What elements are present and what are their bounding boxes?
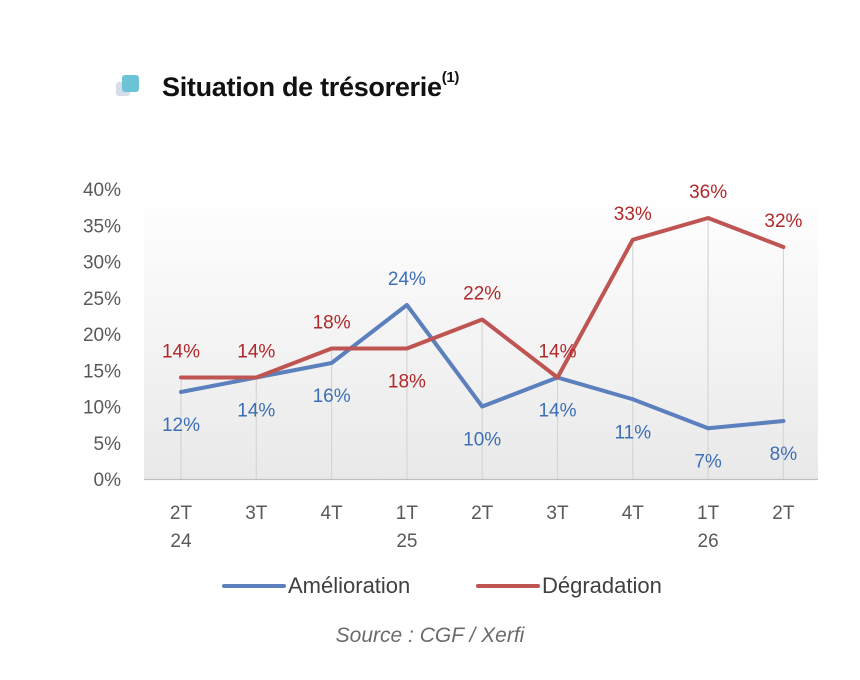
data-label: 14% xyxy=(162,342,200,363)
gridlines xyxy=(180,218,785,479)
data-label: 18% xyxy=(313,313,351,334)
legend: Amélioration Dégradation xyxy=(222,573,662,598)
data-label: 10% xyxy=(463,430,501,451)
y-tick-label: 25% xyxy=(83,289,121,310)
data-label: 11% xyxy=(614,422,651,443)
data-label: 8% xyxy=(770,444,798,465)
x-tick-label: 2T xyxy=(772,503,795,524)
x-tick-label: 2T xyxy=(471,503,494,524)
x-tick-label: 3T xyxy=(546,503,569,524)
y-tick-label: 10% xyxy=(83,398,121,419)
data-label: 14% xyxy=(237,401,275,422)
series-lines xyxy=(179,216,786,431)
x-tick-label: 4T xyxy=(321,503,344,524)
square-bullet-icon xyxy=(112,70,140,100)
data-label: 16% xyxy=(313,386,351,407)
y-tick-label: 30% xyxy=(83,253,121,274)
y-tick-label: 15% xyxy=(83,361,121,382)
x-tick-label: 2T xyxy=(170,503,193,524)
x-tick-label: 4T xyxy=(622,503,645,524)
data-label: 24% xyxy=(388,269,426,290)
legend-label: Amélioration xyxy=(288,573,410,598)
data-label: 36% xyxy=(689,182,727,203)
data-label: 7% xyxy=(694,451,722,472)
data-label: 22% xyxy=(463,284,501,305)
data-label: 32% xyxy=(764,211,802,232)
chart-title-footnote: (1) xyxy=(441,69,460,86)
data-label: 12% xyxy=(162,415,200,436)
x-tick-label: 26 xyxy=(698,531,719,552)
data-label: 33% xyxy=(614,204,652,225)
y-axis: 0% 5% 10% 15% 20% 25% 30% 35% 40% xyxy=(83,180,121,491)
x-tick-label: 25 xyxy=(396,531,417,552)
y-tick-label: 40% xyxy=(83,180,121,201)
series-line-1 xyxy=(179,303,786,431)
chart-title-text: Situation de trésorerie xyxy=(162,72,442,102)
y-tick-label: 35% xyxy=(83,216,121,237)
x-axis: 2T 24 3T 4T 1T 25 2T 3T 4T 1T 26 2T xyxy=(144,478,818,552)
x-tick-label: 1T xyxy=(396,503,419,524)
x-tick-label: 1T xyxy=(697,503,720,524)
data-label: 14% xyxy=(538,342,576,363)
y-tick-label: 0% xyxy=(94,470,122,491)
data-label: 14% xyxy=(538,401,576,422)
chart-title: Situation de trésorerie(1) xyxy=(162,69,460,103)
x-tick-label: 3T xyxy=(245,503,268,524)
source-note: Source : CGF / Xerfi xyxy=(335,624,525,647)
data-labels: 12% 14% 16% 24% 10% 14% 11% 7% 8% 14% 14% 18% 18% 22%… xyxy=(162,182,803,472)
y-tick-label: 5% xyxy=(94,434,122,455)
series-line-2 xyxy=(179,216,786,380)
x-tick-label: 24 xyxy=(170,531,192,552)
legend-label: Dégradation xyxy=(542,573,662,598)
y-tick-label: 20% xyxy=(83,325,121,346)
data-label: 18% xyxy=(388,372,426,393)
data-label: 14% xyxy=(237,342,275,363)
